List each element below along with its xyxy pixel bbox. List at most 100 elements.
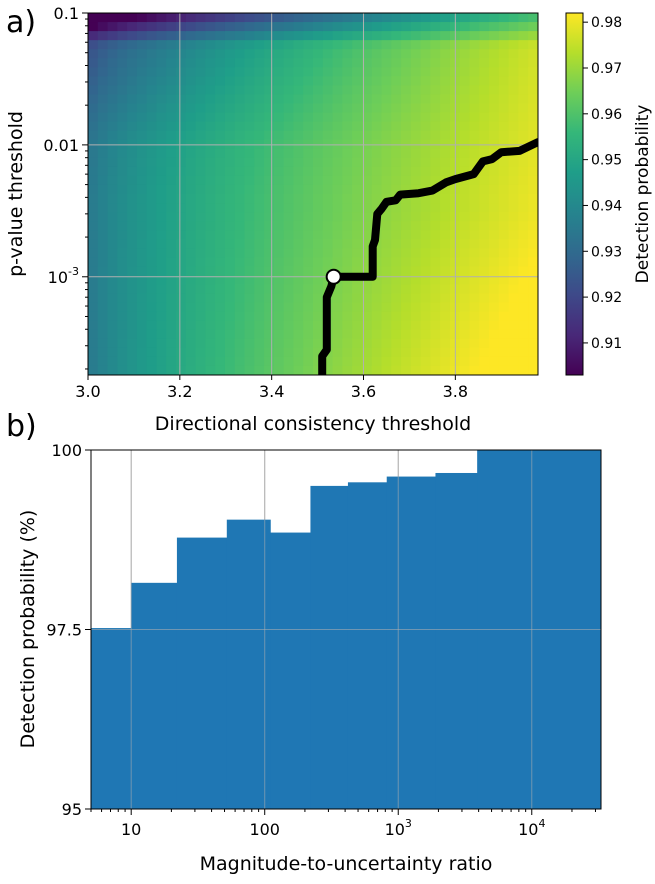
heatmap-cell xyxy=(97,67,109,77)
heatmap-cell xyxy=(283,103,295,114)
heatmap-cell xyxy=(440,40,451,50)
heatmap-cell xyxy=(283,329,295,340)
heatmap-cell xyxy=(88,49,99,59)
heatmap-cell xyxy=(244,31,255,41)
heatmap-cell xyxy=(166,275,177,286)
heatmap-cell xyxy=(107,31,118,41)
heatmap-cell xyxy=(469,67,480,77)
heatmap-cell xyxy=(440,275,451,286)
heatmap-cell xyxy=(401,130,412,141)
heatmap-cell xyxy=(205,166,216,177)
heatmap-cell xyxy=(361,103,373,114)
heatmap-cell xyxy=(322,194,334,204)
heatmap-cell xyxy=(127,347,138,358)
heatmap-cell xyxy=(185,67,197,77)
heatmap-cell xyxy=(136,49,148,59)
heatmap-cell xyxy=(224,239,236,249)
heatmap-cell xyxy=(420,76,431,86)
heatmap-cell xyxy=(264,212,275,222)
heatmap-cell xyxy=(391,284,402,295)
heatmap-cell xyxy=(508,320,520,331)
heatmap-cell xyxy=(459,112,471,123)
heatmap-cell xyxy=(264,365,275,375)
heatmap-cell xyxy=(489,347,500,358)
heatmap-cell xyxy=(215,356,226,367)
heatmap-cell xyxy=(332,257,343,267)
heatmap-cell xyxy=(401,365,412,375)
heatmap-cell xyxy=(136,166,148,177)
heatmap-cell xyxy=(401,13,412,23)
heatmap-cell xyxy=(352,112,363,123)
heatmap-cell xyxy=(254,13,265,23)
heatmap-cell xyxy=(254,112,265,123)
heatmap-cell xyxy=(254,166,265,177)
heatmap-cell xyxy=(440,130,451,141)
heatmap-cell xyxy=(528,212,538,222)
heatmap-cell xyxy=(185,275,197,286)
heatmap-cell xyxy=(136,40,148,50)
heatmap-cell xyxy=(381,320,392,331)
heatmap-cell xyxy=(107,266,118,277)
heatmap-cell xyxy=(244,76,255,86)
heatmap-cell xyxy=(489,94,500,105)
heatmap-cell xyxy=(283,166,295,177)
heatmap-cell xyxy=(352,239,363,249)
heatmap-cell xyxy=(410,338,422,349)
heatmap-cell xyxy=(185,320,197,331)
heatmap-cell xyxy=(283,302,295,313)
heatmap-cell xyxy=(273,194,285,204)
heatmap-cell xyxy=(381,76,392,86)
heatmap-cell xyxy=(479,266,490,277)
heatmap-cell xyxy=(371,94,383,105)
heatmap-cell xyxy=(440,203,451,213)
heatmap-cell xyxy=(88,31,99,41)
heatmap-cell xyxy=(146,365,158,375)
heatmap-cell xyxy=(264,203,275,213)
heatmap-cell xyxy=(303,121,314,132)
heatmap-cell xyxy=(283,31,295,41)
heatmap-cell xyxy=(244,203,255,213)
heatmap-cell xyxy=(489,284,500,295)
heatmap-cell xyxy=(391,293,402,304)
colorbar-tick-label: 0.96 xyxy=(591,107,622,123)
heatmap-cell xyxy=(185,293,197,304)
heatmap-cell xyxy=(283,347,295,358)
heatmap-cell xyxy=(273,31,285,41)
heatmap-cell xyxy=(127,76,138,86)
heatmap-cell xyxy=(127,166,138,177)
heatmap-cell xyxy=(518,22,529,32)
heatmap-cell xyxy=(420,22,431,32)
heatmap-cell xyxy=(381,257,392,267)
heatmap-cell xyxy=(293,266,304,277)
heatmap-cell xyxy=(489,257,500,267)
heatmap-cell xyxy=(293,76,304,86)
heatmap-cell xyxy=(185,58,197,68)
heatmap-cell xyxy=(459,320,471,331)
heatmap-cell xyxy=(479,230,490,240)
heatmap-cell xyxy=(195,157,206,168)
heatmap-cell xyxy=(440,356,451,367)
heatmap-cell xyxy=(440,157,451,168)
heatmap-cell xyxy=(293,338,304,349)
heatmap-cell xyxy=(156,94,167,105)
heatmap-cell xyxy=(391,67,402,77)
heatmap-cell xyxy=(410,85,422,96)
heatmap-cell xyxy=(469,230,480,240)
heatmap-cell xyxy=(518,49,529,59)
heatmap-cell xyxy=(401,266,412,277)
y-tick-label: 100 xyxy=(51,441,82,460)
heatmap-cell xyxy=(195,194,206,204)
heatmap-cell xyxy=(88,175,99,186)
heatmap-cell xyxy=(498,311,510,322)
heatmap-cell xyxy=(156,311,167,322)
heatmap-cell xyxy=(401,347,412,358)
heatmap-cell xyxy=(391,85,402,96)
heatmap-cell xyxy=(97,184,109,195)
heatmap-cell xyxy=(166,166,177,177)
heatmap-cell xyxy=(342,184,353,195)
heatmap-cell xyxy=(352,221,363,231)
x-tick-label: 3.6 xyxy=(351,382,376,401)
heatmap-cell xyxy=(88,338,99,349)
heatmap-cell xyxy=(342,103,353,114)
heatmap-cell xyxy=(518,248,529,258)
